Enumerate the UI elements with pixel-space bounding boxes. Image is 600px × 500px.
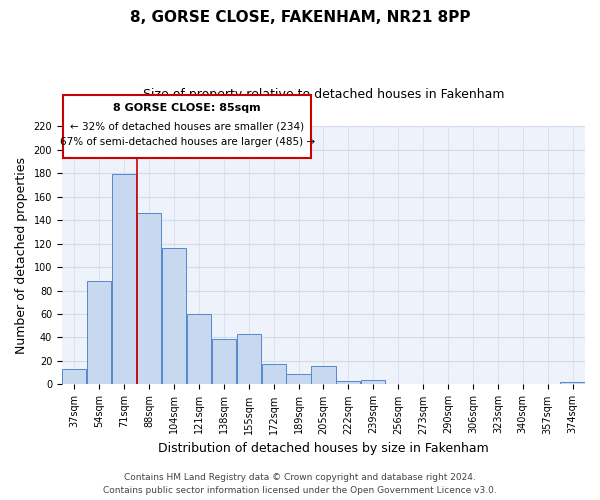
X-axis label: Distribution of detached houses by size in Fakenham: Distribution of detached houses by size … — [158, 442, 489, 455]
Bar — [262, 364, 286, 384]
Bar — [137, 213, 161, 384]
Text: ← 32% of detached houses are smaller (234): ← 32% of detached houses are smaller (23… — [70, 121, 304, 131]
Text: 8 GORSE CLOSE: 85sqm: 8 GORSE CLOSE: 85sqm — [113, 103, 261, 113]
Bar — [87, 281, 112, 384]
Bar — [286, 374, 311, 384]
Text: 67% of semi-detached houses are larger (485) →: 67% of semi-detached houses are larger (… — [59, 136, 314, 146]
Y-axis label: Number of detached properties: Number of detached properties — [15, 157, 28, 354]
Bar — [162, 248, 186, 384]
Bar — [212, 338, 236, 384]
Title: Size of property relative to detached houses in Fakenham: Size of property relative to detached ho… — [143, 88, 504, 102]
Bar — [361, 380, 385, 384]
Bar — [187, 314, 211, 384]
FancyBboxPatch shape — [63, 95, 311, 158]
Bar — [62, 369, 86, 384]
Text: 8, GORSE CLOSE, FAKENHAM, NR21 8PP: 8, GORSE CLOSE, FAKENHAM, NR21 8PP — [130, 10, 470, 25]
Bar — [336, 381, 361, 384]
Text: Contains HM Land Registry data © Crown copyright and database right 2024.
Contai: Contains HM Land Registry data © Crown c… — [103, 473, 497, 495]
Bar — [112, 174, 136, 384]
Bar — [311, 366, 335, 384]
Bar — [236, 334, 261, 384]
Bar — [560, 382, 584, 384]
